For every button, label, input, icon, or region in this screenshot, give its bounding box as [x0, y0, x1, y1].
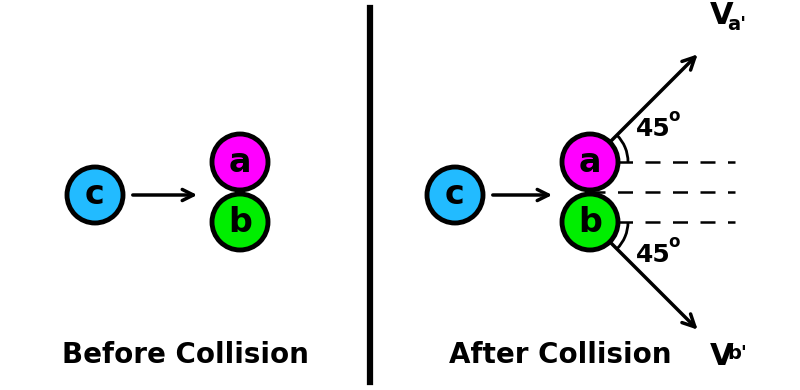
Text: a': a' — [728, 15, 746, 34]
Circle shape — [562, 194, 618, 250]
Text: V: V — [710, 2, 734, 30]
Circle shape — [427, 167, 483, 223]
Text: o: o — [668, 107, 679, 125]
Text: 45: 45 — [636, 243, 670, 267]
Circle shape — [67, 167, 123, 223]
Text: b: b — [578, 206, 602, 239]
Text: After Collision: After Collision — [449, 341, 671, 369]
Text: c: c — [85, 179, 105, 211]
Text: V: V — [710, 342, 734, 370]
Text: a: a — [578, 145, 602, 179]
Text: b: b — [228, 206, 252, 239]
Circle shape — [212, 194, 268, 250]
Text: c: c — [445, 179, 465, 211]
Circle shape — [562, 134, 618, 190]
Text: a: a — [229, 145, 251, 179]
Text: Before Collision: Before Collision — [62, 341, 309, 369]
Circle shape — [212, 134, 268, 190]
Text: b': b' — [728, 344, 747, 363]
Text: o: o — [668, 233, 679, 251]
Text: 45: 45 — [636, 117, 670, 141]
